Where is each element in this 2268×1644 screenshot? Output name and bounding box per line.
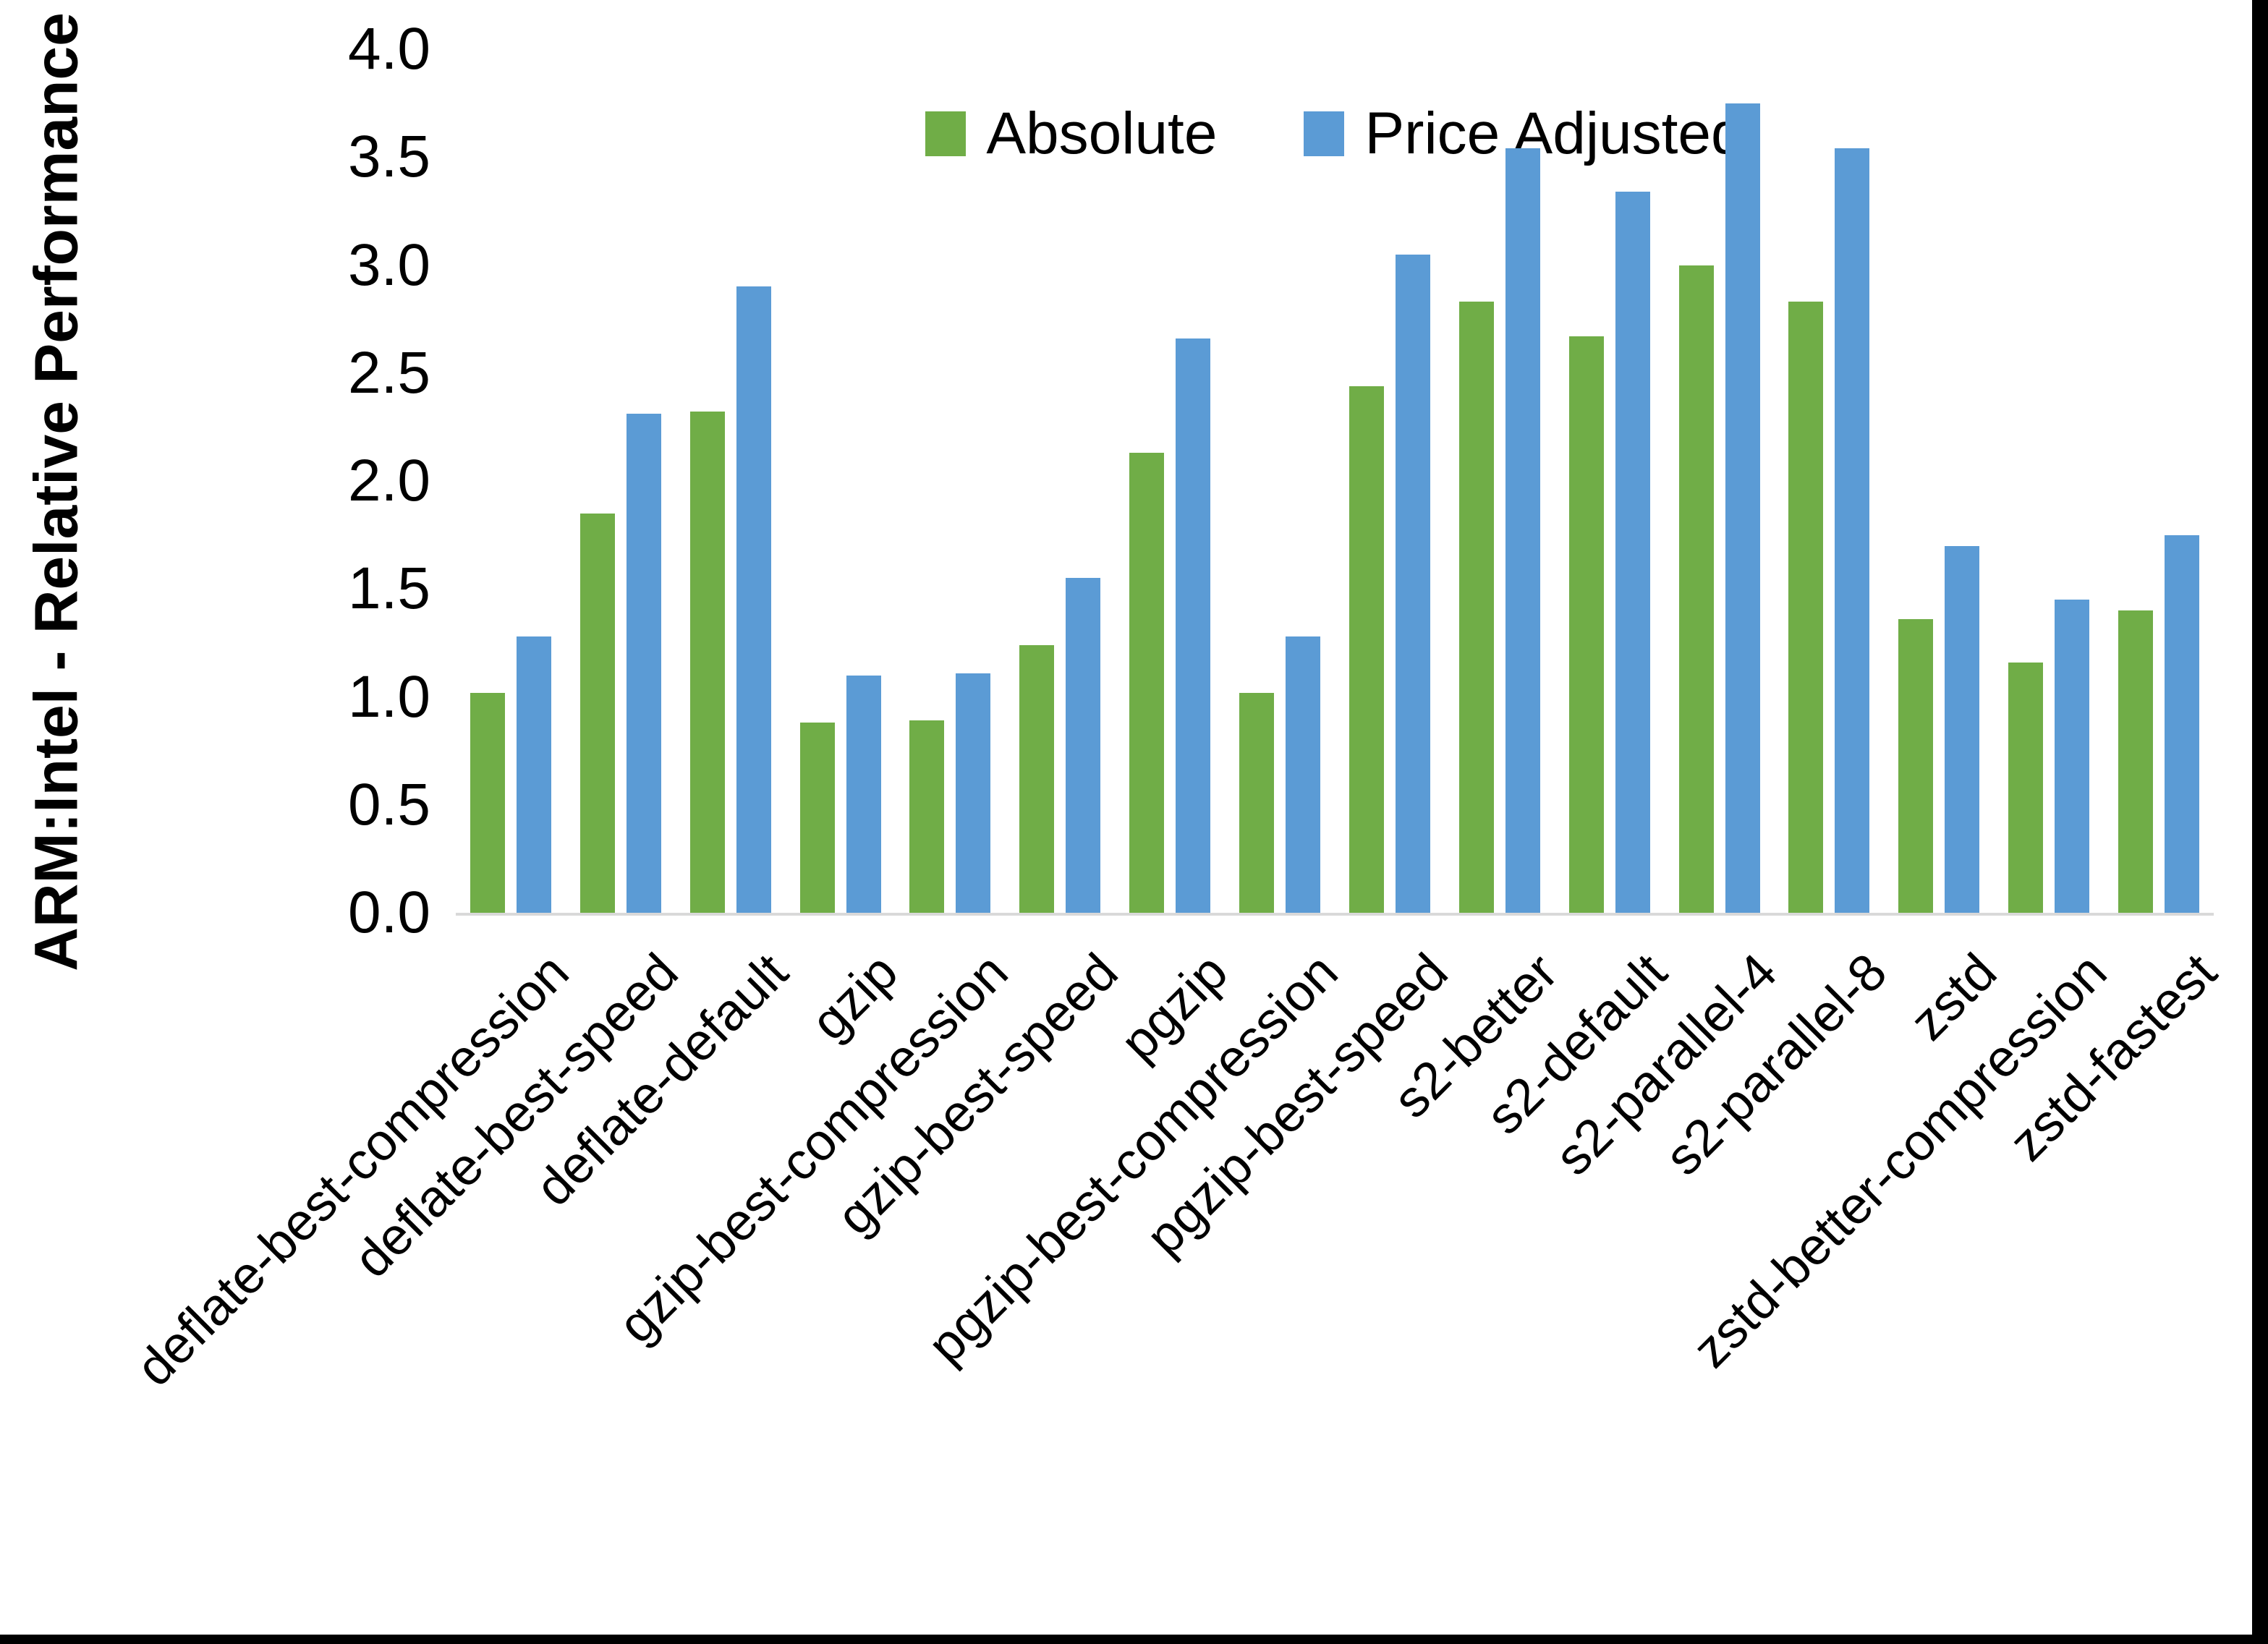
page-border-right [2252,0,2268,1644]
bar-absolute-deflate-best-speed [579,513,615,913]
legend-swatch-absolute-icon [925,111,967,156]
bar-absolute-pgzip-best-compression [1239,692,1275,913]
bar-price-adjusted-s2-default [1615,192,1650,913]
bar-price-adjusted-gzip-best-compression [956,673,991,913]
bar-price-adjusted-zstd-better-compression [2055,600,2090,913]
bar-price-adjusted-deflate-best-speed [626,414,661,913]
y-tick-label-1.0: 1.0 [348,663,430,730]
y-tick-label-1.5: 1.5 [348,555,430,622]
bar-absolute-deflate-best-compression [470,692,505,913]
y-tick-label-3.5: 3.5 [348,124,430,190]
x-axis-label-deflate-best-compression: deflate-best-compression [124,942,580,1397]
bar-price-adjusted-gzip-best-speed [1066,578,1101,913]
y-tick-label-2.5: 2.5 [348,339,430,406]
x-axis-line [456,913,2214,916]
bar-price-adjusted-zstd-fastest [2165,534,2200,913]
bar-absolute-zstd-fastest [2118,610,2154,913]
y-tick-label-4.0: 4.0 [348,16,430,82]
bar-absolute-pgzip [1129,453,1165,913]
bar-absolute-s2-default [1568,336,1604,913]
y-tick-label-0.5: 0.5 [348,771,430,838]
bar-absolute-s2-parallel-8 [1788,302,1824,913]
bar-price-adjusted-s2-parallel-4 [1725,103,1760,913]
bar-price-adjusted-pgzip [1176,338,1211,913]
bar-absolute-gzip [799,723,835,913]
y-tick-label-3.0: 3.0 [348,231,430,298]
legend-item-absolute: Absolute [925,104,1217,163]
legend: Absolute Price Adjusted [456,101,2214,166]
bar-price-adjusted-pgzip-best-compression [1286,636,1321,913]
legend-item-price-adjusted: Price Adjusted [1304,104,1744,163]
bar-absolute-gzip-best-speed [1019,644,1055,913]
bar-absolute-deflate-default [689,412,725,913]
bar-price-adjusted-gzip [846,675,881,913]
bar-price-adjusted-s2-better [1505,148,1540,913]
page-border-bottom [0,1635,2268,1644]
bar-price-adjusted-deflate-default [736,286,771,913]
bar-price-adjusted-zstd [1945,545,1980,913]
legend-swatch-price-adjusted-icon [1304,111,1345,156]
bar-absolute-zstd [1898,619,1934,913]
bar-absolute-zstd-better-compression [2008,662,2044,913]
bar-price-adjusted-deflate-best-compression [516,636,551,913]
bar-price-adjusted-pgzip-best-speed [1395,254,1430,913]
bar-absolute-gzip-best-compression [909,720,945,913]
bar-price-adjusted-s2-parallel-8 [1835,148,1870,913]
bar-absolute-s2-better [1458,302,1494,913]
y-tick-label-0.0: 0.0 [348,880,430,945]
legend-label-absolute: Absolute [986,101,1218,166]
bar-absolute-s2-parallel-4 [1678,265,1714,913]
y-tick-label-2.0: 2.0 [348,448,430,514]
legend-label-price-adjusted: Price Adjusted [1364,101,1744,166]
bar-absolute-pgzip-best-speed [1349,386,1384,913]
